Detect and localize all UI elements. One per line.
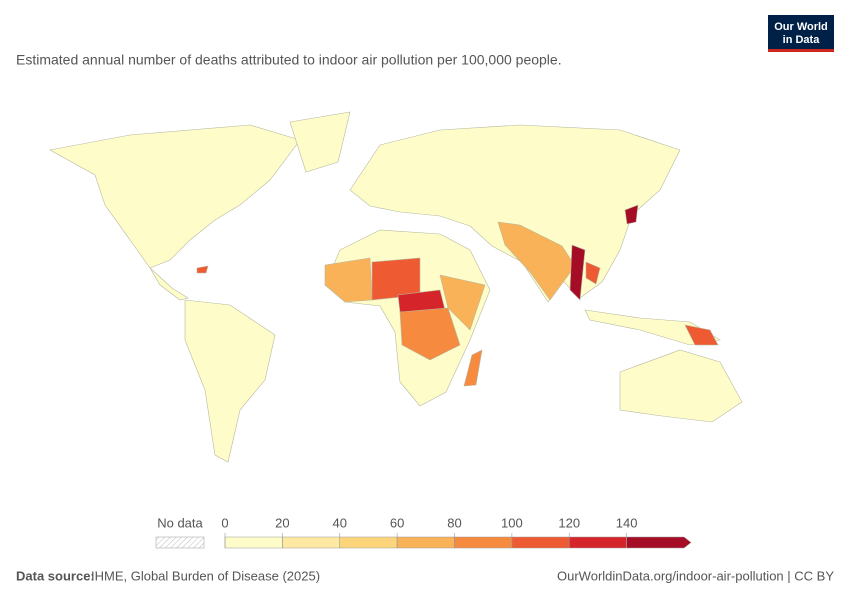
papua-new-guinea <box>684 324 719 346</box>
legend-tick-label: 140 <box>616 515 638 530</box>
east-africa <box>439 274 486 331</box>
legend-swatch <box>511 536 570 549</box>
central-africa <box>399 307 461 361</box>
legend-swatch <box>569 536 627 549</box>
logo-box <box>768 15 834 52</box>
legend-tick-label: 0 <box>221 515 228 530</box>
legend-tick-label: 80 <box>447 515 461 530</box>
legend-swatch <box>282 536 340 549</box>
logo[interactable]: Our World in Data <box>768 15 834 52</box>
legend-swatch <box>339 536 398 549</box>
legend-tick-label: 100 <box>501 515 523 530</box>
legend-tick-label: 40 <box>333 515 347 530</box>
laos <box>585 261 601 285</box>
haiti <box>196 265 209 274</box>
madagascar <box>463 349 483 387</box>
legend-tick-label: 120 <box>558 515 580 530</box>
source: IHME, Global Burden of Disease (2025) <box>91 568 320 583</box>
south-america <box>184 299 276 463</box>
legend-swatch <box>224 536 283 549</box>
logo-text: in Data <box>783 34 821 46</box>
map <box>49 111 743 463</box>
legend-swatch <box>396 536 455 549</box>
logo-bar <box>768 49 834 52</box>
logo-text: Our World <box>774 21 828 33</box>
north-korea <box>624 204 639 225</box>
legend-tick-label: 20 <box>275 515 289 530</box>
legend: No data 0 20 40 60 80 100 120 140 <box>155 515 692 549</box>
eurasia <box>349 124 681 303</box>
no-data-swatch <box>155 536 205 549</box>
url[interactable]: OurWorldinData.org/indoor-air-pollution … <box>557 568 834 583</box>
legend-swatch <box>454 536 513 549</box>
myanmar <box>569 244 586 301</box>
legend-tick-label: 60 <box>390 515 404 530</box>
australia <box>619 349 743 423</box>
greenland <box>289 111 351 173</box>
west-africa <box>324 257 373 303</box>
north-america <box>49 124 301 269</box>
source-label: Data source: <box>16 568 95 583</box>
legend-swatch <box>626 536 692 549</box>
no-data-label: No data <box>157 515 203 530</box>
south-asia <box>497 221 576 301</box>
central-america <box>149 267 189 301</box>
chart-title: Estimated annual number of deaths attrib… <box>16 52 562 68</box>
